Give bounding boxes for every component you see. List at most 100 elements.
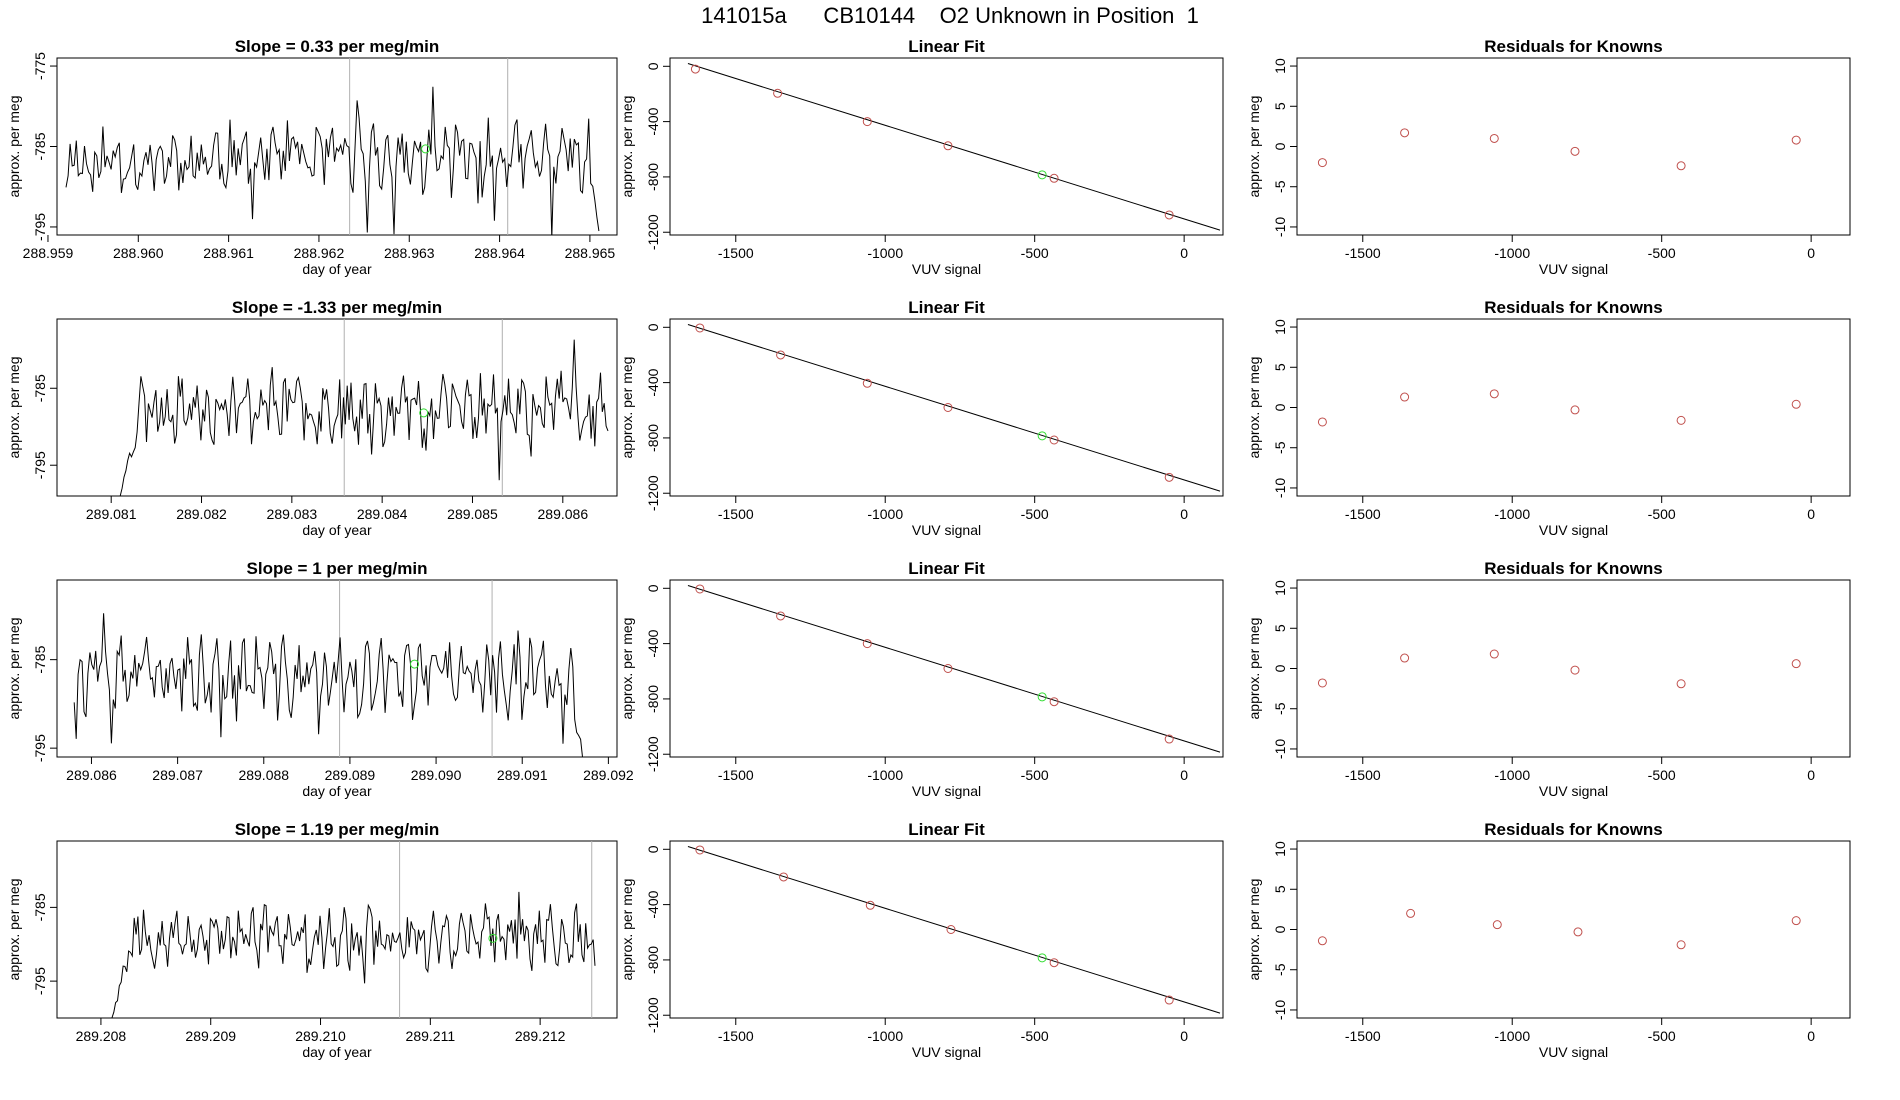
series-line (65, 86, 600, 235)
y-tick-label: -795 (32, 967, 48, 995)
plot-title: Linear Fit (908, 298, 985, 317)
x-tick-label: 0 (1180, 767, 1188, 783)
plot-title: Linear Fit (908, 559, 985, 578)
y-axis-label: approx. per meg (6, 618, 22, 720)
x-axis-label: day of year (302, 1044, 372, 1060)
known-point (690, 64, 700, 74)
x-axis-label: day of year (302, 783, 372, 799)
plot-title: Residuals for Knowns (1484, 820, 1663, 839)
y-axis-label: approx. per meg (619, 357, 635, 459)
y-axis-label: approx. per meg (1246, 879, 1262, 981)
x-tick-label: -1000 (867, 245, 903, 261)
x-tick-label: 289.083 (267, 506, 318, 522)
y-tick-label: 0 (1272, 142, 1288, 150)
y-axis-label: approx. per meg (6, 357, 22, 459)
residual-point (1676, 161, 1686, 171)
fit-line (687, 324, 1221, 492)
residual-point (1492, 920, 1502, 930)
residual-point (1791, 135, 1801, 145)
x-axis-label: VUV signal (912, 783, 981, 799)
y-tick-label: 5 (1272, 624, 1288, 632)
plot-panel-residuals-2: Residuals for Knowns -1500 -1000 -500 0 VUV s… (1246, 559, 1851, 799)
x-tick-label: -1500 (718, 506, 754, 522)
y-tick-label: -785 (32, 645, 48, 673)
y-tick-label: 0 (1272, 403, 1288, 411)
x-tick-label: -1000 (1494, 1028, 1530, 1044)
residual-point (1406, 908, 1416, 918)
series-line (119, 339, 609, 496)
y-tick-label: 5 (1272, 102, 1288, 110)
y-tick-label: -800 (645, 685, 661, 713)
x-axis-label: day of year (302, 261, 372, 277)
y-tick-label: 0 (1272, 925, 1288, 933)
y-tick-label: -775 (32, 52, 48, 80)
known-point (943, 664, 953, 673)
x-tick-label: 289.092 (583, 767, 634, 783)
x-tick-label: 0 (1807, 506, 1815, 522)
known-point (862, 378, 872, 388)
residual-point (1570, 665, 1580, 675)
known-point (1164, 734, 1174, 744)
x-axis-label: VUV signal (1539, 783, 1608, 799)
x-axis-label: VUV signal (1539, 1044, 1608, 1060)
residual-point (1791, 659, 1801, 669)
x-tick-label: -500 (1648, 1028, 1676, 1044)
residual-point (1317, 678, 1327, 688)
y-tick-label: -5 (1272, 441, 1288, 454)
known-point (1164, 472, 1174, 482)
x-tick-label: -500 (1021, 245, 1049, 261)
x-tick-label: 289.090 (411, 767, 462, 783)
known-point (776, 611, 786, 621)
known-point (1049, 697, 1059, 707)
y-tick-label: -785 (32, 132, 48, 160)
y-tick-label: 0 (645, 62, 661, 70)
unknown-marker (421, 144, 431, 154)
x-tick-label: -500 (1648, 506, 1676, 522)
plot-frame (56, 579, 618, 758)
x-tick-label: 288.962 (294, 245, 345, 261)
y-tick-label: -5 (1272, 180, 1288, 193)
residual-point (1317, 417, 1327, 427)
known-point (1049, 173, 1059, 183)
x-tick-label: 289.085 (447, 506, 498, 522)
unknown-marker (488, 933, 498, 943)
x-tick-label: -500 (1648, 245, 1676, 261)
y-axis-label: approx. per meg (6, 879, 22, 981)
known-point (695, 584, 705, 594)
x-tick-label: -1000 (1494, 767, 1530, 783)
x-tick-label: 289.081 (86, 506, 137, 522)
y-tick-label: -795 (32, 451, 48, 479)
plot-frame (669, 57, 1224, 236)
x-axis-label: VUV signal (912, 261, 981, 277)
x-tick-label: -1000 (867, 506, 903, 522)
known-point (1049, 435, 1059, 445)
unknown-marker (410, 659, 420, 669)
x-tick-label: -1000 (867, 1028, 903, 1044)
plot-title: Slope = 1.19 per meg/min (235, 820, 440, 839)
x-tick-label: -1500 (1345, 1028, 1381, 1044)
y-tick-label: -400 (645, 107, 661, 135)
y-tick-label: 0 (645, 584, 661, 592)
x-tick-label: 289.084 (357, 506, 408, 522)
page-title: 141015a CB10144 O2 Unknown in Position 1 (701, 3, 1199, 28)
x-tick-label: 0 (1807, 245, 1815, 261)
x-tick-label: 289.208 (76, 1028, 127, 1044)
known-point (1164, 995, 1174, 1005)
y-tick-label: 10 (1272, 319, 1288, 335)
known-point (865, 900, 875, 910)
residual-point (1317, 158, 1327, 168)
plot-title: Residuals for Knowns (1484, 298, 1663, 317)
x-tick-label: -1500 (718, 1028, 754, 1044)
plot-frame (1296, 579, 1851, 758)
known-point (862, 117, 872, 127)
y-tick-label: -10 (1272, 1000, 1288, 1020)
plot-frame (1296, 57, 1851, 236)
y-tick-label: -785 (32, 374, 48, 402)
unknown-point (1037, 953, 1047, 963)
plot-panel-timeseries-1: Slope = -1.33 per meg/min 289.081 289.082 2… (6, 298, 618, 538)
x-tick-label: -500 (1021, 506, 1049, 522)
plot-frame (669, 840, 1224, 1019)
y-tick-label: -800 (645, 946, 661, 974)
x-axis-label: VUV signal (1539, 261, 1608, 277)
x-tick-label: 289.086 (66, 767, 117, 783)
